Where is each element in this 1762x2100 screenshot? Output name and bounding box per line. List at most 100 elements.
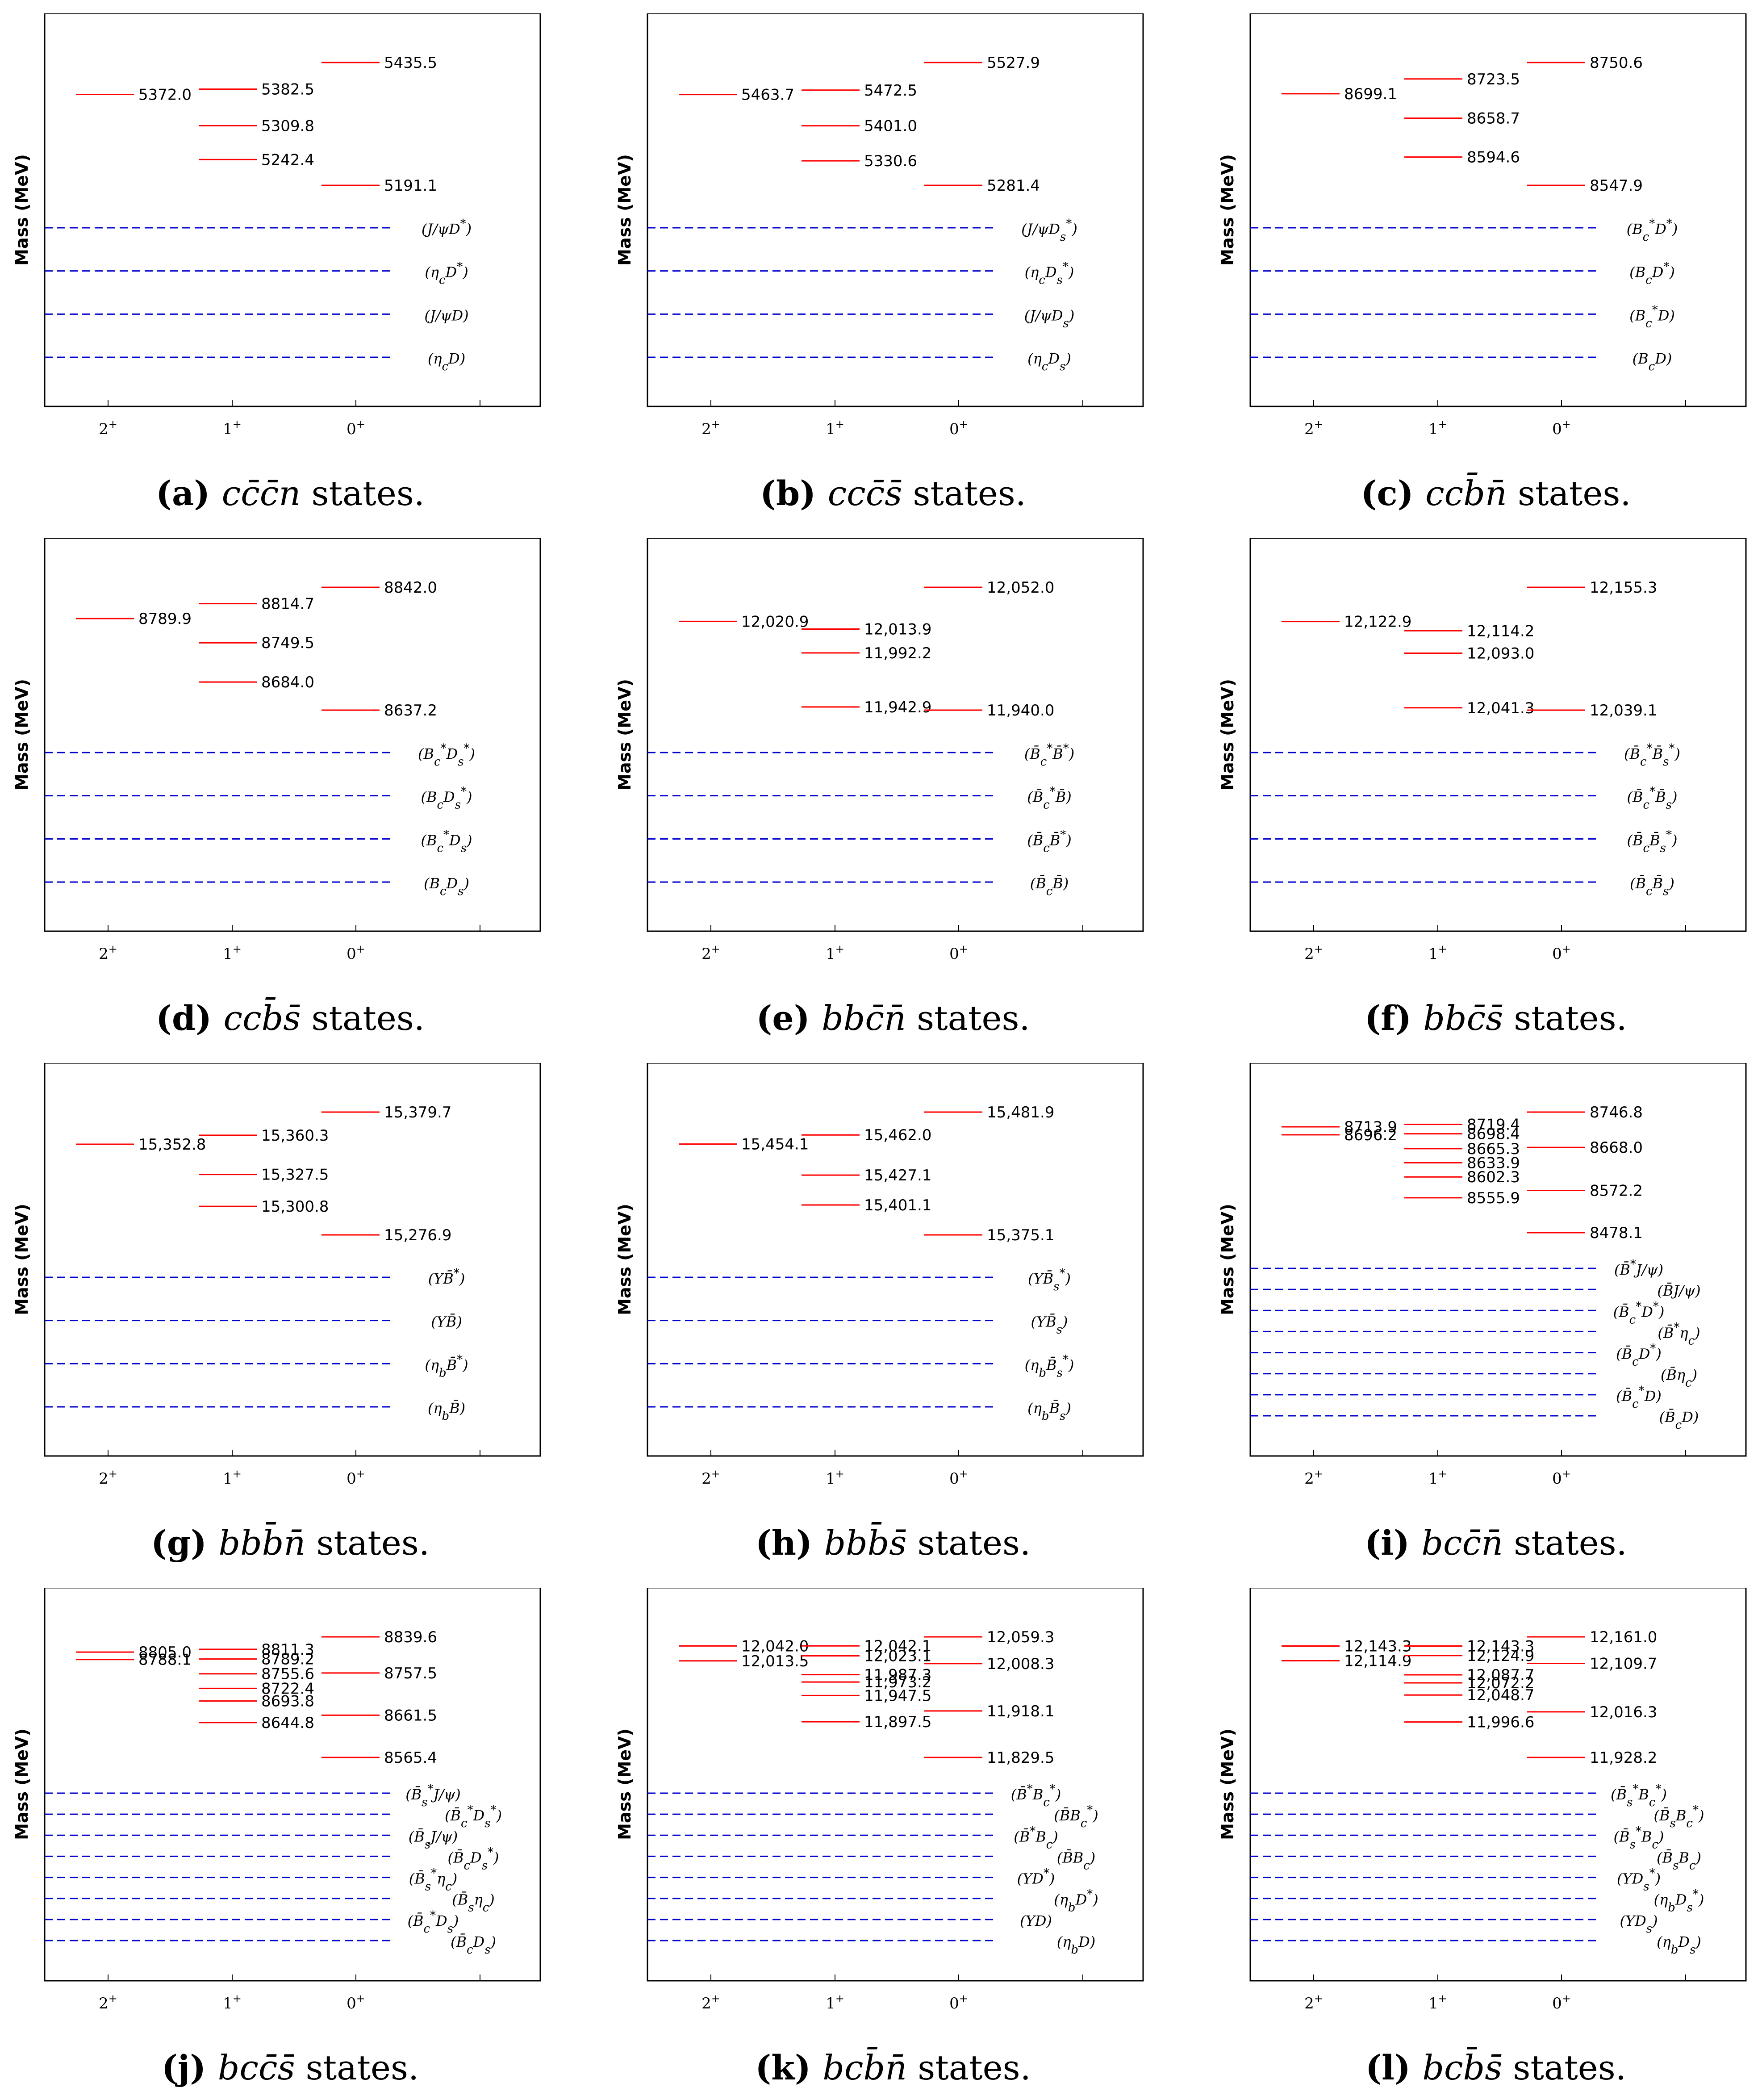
threshold-label: (ηbB̄s) — [1027, 1400, 1071, 1423]
level-value-label: 12,059.3 — [987, 1628, 1054, 1646]
level-value-label: 5382.5 — [261, 81, 314, 99]
threshold-label: (J/ψDs*) — [1021, 217, 1077, 244]
caption-tail: states. — [917, 998, 1030, 1038]
threshold-label: (ΥD*) — [1017, 1867, 1055, 1887]
x-tick-label: 1+ — [1428, 1468, 1447, 1488]
threshold-label: (B̄sBc*) — [1654, 1803, 1704, 1830]
panel-caption-a: (a) cc̄c̄n states. — [0, 473, 580, 513]
level-value-label: 8602.3 — [1467, 1168, 1520, 1186]
level-value-label: 12,114.9 — [1344, 1652, 1411, 1670]
threshold-label: (ηbD) — [1057, 1933, 1095, 1957]
level-value-label: 5281.4 — [987, 177, 1040, 195]
caption-formula: bcb̄n̄ — [823, 2048, 918, 2087]
plot-frame — [1249, 538, 1747, 932]
x-tick-label: 0+ — [949, 418, 968, 438]
caption-tail: states. — [917, 1523, 1031, 1563]
level-value-label: 8789.9 — [138, 610, 192, 628]
chart-panel-a: Mass (MeV) 2+ 1+ 0+ 5372.0 5382.5 5309.8 5242.4… — [12, 13, 541, 438]
plot-frame — [44, 1588, 541, 1982]
level-value-label: 12,020.9 — [741, 613, 809, 631]
x-tick-label: 0+ — [949, 943, 968, 963]
plot-frame — [647, 1588, 1144, 1982]
threshold-label: (B̄c*Ds*) — [445, 1803, 502, 1830]
x-tick-label: 1+ — [1428, 943, 1447, 963]
panel-caption-i: (i) bcc̄n̄ states. — [1206, 1523, 1762, 1563]
level-value-label: 12,048.7 — [1467, 1686, 1534, 1704]
threshold-label: (Bc*D*) — [1627, 217, 1678, 244]
level-value-label: 15,375.1 — [987, 1226, 1054, 1244]
level-value-label: 11,947.5 — [864, 1687, 931, 1705]
y-axis-label: Mass (MeV) — [615, 1728, 635, 1840]
caption-tail: states. — [311, 998, 425, 1038]
level-value-label: 12,039.1 — [1590, 702, 1657, 720]
caption-letter: (e) — [756, 998, 822, 1038]
threshold-label: (ηcDs*) — [1025, 260, 1074, 287]
caption-letter: (a) — [156, 473, 222, 513]
level-value-label: 11,897.5 — [864, 1713, 931, 1731]
threshold-label: (Bc*Ds*) — [418, 742, 475, 769]
threshold-label: (B̄s*Bc) — [1614, 1824, 1664, 1851]
level-value-label: 8723.5 — [1467, 71, 1520, 88]
y-axis-label: Mass (MeV) — [615, 1204, 635, 1315]
y-axis-label: Mass (MeV) — [12, 1204, 32, 1315]
threshold-label: (B̄c*B̄s) — [1627, 785, 1678, 812]
level-value-label: 11,992.2 — [864, 644, 931, 662]
level-value-label: 8750.6 — [1590, 54, 1643, 72]
y-axis-label: Mass (MeV) — [1218, 679, 1237, 791]
x-tick-label: 1+ — [826, 943, 844, 963]
caption-letter: (h) — [755, 1523, 824, 1563]
y-axis-label: Mass (MeV) — [12, 1728, 32, 1840]
threshold-label: (B̄J/ψ) — [1657, 1282, 1700, 1299]
threshold-label: (ηbB̄s*) — [1025, 1353, 1074, 1380]
threshold-label: (B̄c*D*) — [1613, 1300, 1665, 1326]
level-value-label: 12,013.5 — [741, 1652, 809, 1670]
level-value-label: 12,041.3 — [1467, 699, 1534, 717]
x-tick-label: 1+ — [223, 1992, 242, 2012]
x-tick-label: 0+ — [949, 1468, 968, 1488]
level-value-label: 12,087.7 — [1467, 1666, 1534, 1684]
level-value-label: 8713.9 — [1344, 1118, 1397, 1136]
x-tick-label: 0+ — [1552, 1992, 1571, 2012]
threshold-label: (ΥB̄s*) — [1028, 1267, 1071, 1293]
threshold-label: (ηcDs) — [1027, 350, 1071, 373]
level-value-label: 8788.1 — [138, 1651, 192, 1669]
threshold-label: (B̄s*ηc) — [409, 1867, 458, 1894]
panel-caption-k: (k) bcb̄n̄ states. — [603, 2048, 1183, 2087]
threshold-label: (B̄ηc) — [1661, 1367, 1697, 1390]
threshold-label: (ηbDs*) — [1654, 1888, 1704, 1915]
threshold-label: (B̄cB̄s) — [1630, 875, 1674, 898]
x-tick-label: 1+ — [223, 1468, 242, 1488]
y-axis-label: Mass (MeV) — [12, 154, 32, 266]
x-tick-label: 2+ — [1304, 1992, 1323, 2012]
caption-formula: bbc̄s̄ — [1423, 998, 1514, 1038]
threshold-label: (B̄c*B̄) — [1027, 785, 1072, 812]
level-value-label: 12,072.2 — [1467, 1674, 1534, 1692]
plot-frame — [44, 538, 541, 932]
chart-panel-b: Mass (MeV) 2+ 1+ 0+ 5463.7 5472.5 5401.0 5330.6… — [615, 13, 1144, 438]
caption-letter: (g) — [150, 1523, 219, 1563]
caption-formula: bcc̄n̄ — [1421, 1523, 1514, 1563]
level-value-label: 5242.4 — [261, 151, 314, 169]
level-value-label: 15,327.5 — [261, 1166, 329, 1184]
level-value-label: 12,122.9 — [1344, 613, 1411, 631]
x-tick-label: 1+ — [1428, 418, 1447, 438]
level-value-label: 8839.6 — [384, 1628, 437, 1646]
level-value-label: 5191.1 — [384, 177, 437, 195]
threshold-label: (B̄s*Bc*) — [1611, 1782, 1667, 1809]
level-value-label: 8719.4 — [1467, 1116, 1520, 1134]
x-tick-label: 1+ — [826, 1468, 844, 1488]
caption-formula: bcb̄s̄ — [1422, 2048, 1513, 2087]
level-value-label: 12,013.9 — [864, 621, 931, 639]
caption-tail: states. — [305, 2048, 419, 2087]
x-tick-label: 0+ — [347, 1992, 365, 2012]
level-value-label: 8722.4 — [261, 1680, 314, 1698]
level-value-label: 12,114.2 — [1467, 622, 1534, 640]
chart-panel-c: Mass (MeV) 2+ 1+ 0+ 8699.1 8723.5 8658.7 8594.6… — [1218, 13, 1747, 438]
threshold-label: (B̄Bc*) — [1054, 1803, 1098, 1830]
caption-tail: states. — [1518, 473, 1631, 513]
level-value-label: 11,918.1 — [987, 1703, 1054, 1720]
chart-panel-h: Mass (MeV) 2+ 1+ 0+ 15,454.1 15,462.0 15,427.1… — [615, 1063, 1144, 1488]
panel-caption-j: (j) bcc̄s̄ states. — [0, 2048, 580, 2087]
